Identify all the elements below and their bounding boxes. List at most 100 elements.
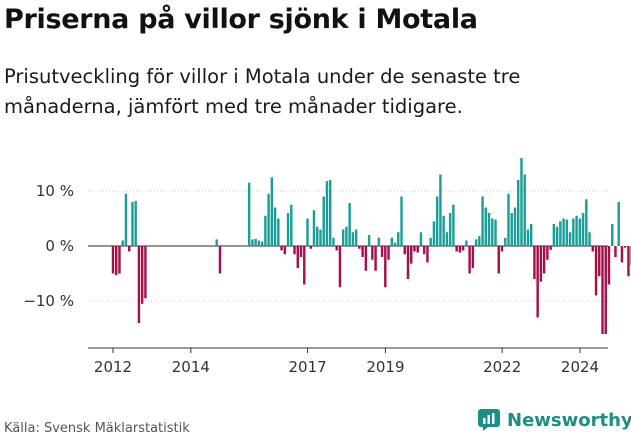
bar xyxy=(260,241,264,246)
bar xyxy=(568,232,572,246)
bar xyxy=(309,246,312,249)
bar xyxy=(354,229,358,246)
bar xyxy=(277,218,280,246)
bar xyxy=(384,246,387,288)
bar xyxy=(455,246,458,252)
bar xyxy=(594,246,598,296)
bar xyxy=(607,246,611,285)
x-tick-label: 2014 xyxy=(172,358,210,376)
bar xyxy=(251,239,254,246)
bar xyxy=(520,158,523,246)
bar xyxy=(413,246,416,252)
bar xyxy=(517,180,520,246)
bar xyxy=(432,221,436,246)
bar xyxy=(562,218,565,246)
bar xyxy=(338,246,342,288)
bar xyxy=(555,226,559,246)
bar xyxy=(144,246,147,299)
bar xyxy=(452,204,455,246)
bar xyxy=(585,199,588,246)
bar xyxy=(361,246,364,257)
bar xyxy=(351,232,355,246)
bar xyxy=(328,180,332,246)
chart-subtitle: Prisutveckling för villor i Motala under… xyxy=(4,65,521,118)
bar xyxy=(426,246,429,263)
bar xyxy=(293,246,296,255)
x-tick-label: 2022 xyxy=(483,358,521,376)
bar xyxy=(591,246,594,252)
bar xyxy=(403,246,406,255)
bar xyxy=(400,196,403,246)
bar xyxy=(546,246,549,260)
bar xyxy=(325,181,329,246)
bar xyxy=(461,246,465,251)
bar xyxy=(422,246,426,255)
bar xyxy=(614,246,617,257)
bar xyxy=(296,246,299,268)
bar xyxy=(322,196,325,246)
bar xyxy=(507,193,510,246)
bar xyxy=(410,246,413,264)
bar xyxy=(280,246,283,251)
bar xyxy=(380,246,384,257)
bar xyxy=(468,246,471,274)
x-tick-label: 2019 xyxy=(366,358,404,376)
bar xyxy=(604,246,607,334)
bar xyxy=(497,246,500,274)
bar xyxy=(306,218,309,246)
bar xyxy=(523,174,526,246)
bar xyxy=(627,246,630,277)
bar xyxy=(601,246,604,334)
bar xyxy=(575,215,578,246)
bar xyxy=(215,239,218,246)
bar xyxy=(529,224,533,246)
bar xyxy=(623,246,627,248)
bar xyxy=(134,200,137,246)
bar xyxy=(332,237,335,246)
bar xyxy=(500,246,504,252)
bar xyxy=(319,229,322,246)
bar xyxy=(491,218,494,246)
bar xyxy=(137,246,141,323)
bar xyxy=(390,237,394,246)
bar xyxy=(429,237,432,246)
bar xyxy=(393,242,397,246)
bar xyxy=(397,232,400,246)
bar xyxy=(513,207,517,246)
bar xyxy=(533,246,536,279)
bar xyxy=(552,224,556,246)
bars xyxy=(111,158,631,334)
bar xyxy=(273,207,277,246)
bar xyxy=(115,246,118,276)
bar xyxy=(474,239,478,246)
bar xyxy=(364,246,368,271)
bar xyxy=(140,246,144,304)
bar xyxy=(416,246,419,253)
bar xyxy=(358,246,361,249)
bar xyxy=(478,236,481,246)
bar xyxy=(494,219,497,246)
bar xyxy=(578,218,582,246)
bar xyxy=(247,182,251,246)
bar xyxy=(348,203,351,246)
x-tick-label: 2024 xyxy=(561,358,599,376)
newsworthy-logo: Newsworthy xyxy=(477,408,631,432)
y-tick-label: 10 % xyxy=(36,182,74,200)
bar xyxy=(127,246,131,252)
bar xyxy=(283,246,287,255)
bar xyxy=(131,202,134,246)
bar xyxy=(539,246,543,282)
bar xyxy=(448,213,452,246)
bar xyxy=(617,202,620,246)
bar xyxy=(542,246,546,274)
bar xyxy=(316,226,319,246)
bar xyxy=(299,246,303,257)
bar xyxy=(458,246,462,253)
bar xyxy=(620,246,624,263)
bar xyxy=(549,246,552,250)
bar xyxy=(118,246,121,274)
bar xyxy=(445,232,449,246)
bar xyxy=(406,246,410,279)
bar xyxy=(419,232,423,246)
bar xyxy=(374,246,377,271)
